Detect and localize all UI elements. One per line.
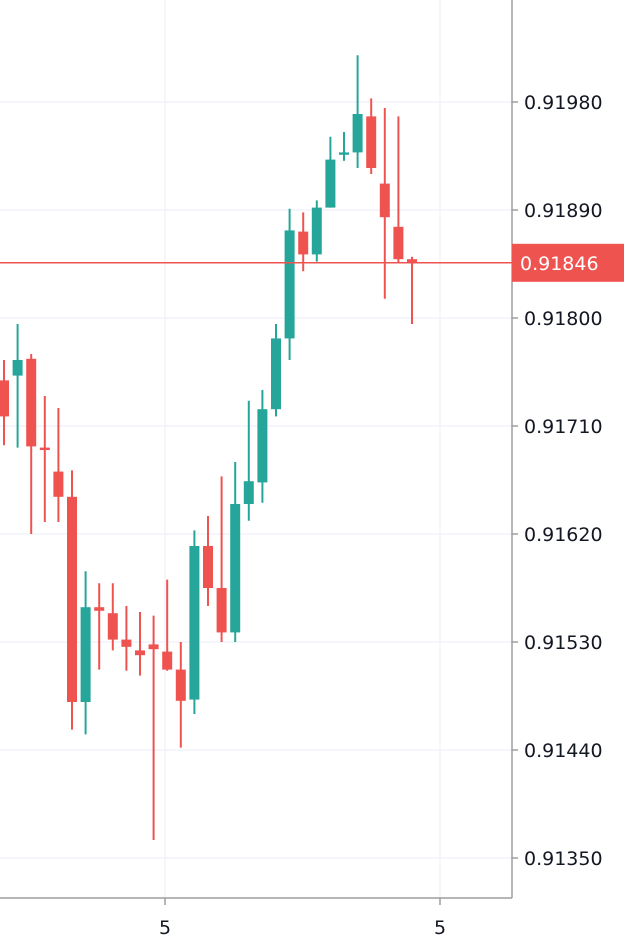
candle-down [107, 583, 118, 651]
candle-body [162, 651, 173, 670]
candle-down [175, 642, 186, 748]
candle-down [39, 396, 50, 522]
candle-body [121, 639, 132, 647]
tick-labels: 0.91980 0.91890 0.91800 0.91710 0.91620 0.915… [159, 92, 603, 939]
current-price-marker: 0.91846 [0, 243, 624, 282]
candle-up [325, 136, 336, 208]
candle-body [203, 546, 213, 588]
candle-down [0, 360, 9, 446]
current-price-tag [512, 243, 624, 282]
candle-down [393, 116, 404, 263]
candle-body [407, 259, 417, 263]
candle-body [80, 607, 91, 702]
candle-up [352, 55, 363, 168]
candle-body [311, 207, 322, 255]
candle-up [339, 132, 349, 161]
candle-down [379, 108, 390, 299]
candle-body [366, 116, 377, 168]
candle-down [148, 615, 159, 840]
candle-down [67, 470, 77, 730]
candles [0, 55, 417, 840]
candle-down [216, 476, 227, 642]
candle-down [366, 98, 377, 174]
candle-body [26, 358, 37, 447]
candle-up [284, 208, 295, 360]
candle-body [257, 409, 268, 483]
candle-up [257, 390, 268, 503]
candle-body [0, 380, 9, 417]
y-tick-label: 0.91530 [524, 632, 603, 654]
candle-up [189, 530, 200, 714]
candle-up [12, 324, 23, 448]
candle-up [311, 200, 322, 262]
candle-body [379, 183, 390, 218]
candle-up [271, 324, 281, 417]
candle-down [203, 516, 213, 606]
candle-down [162, 579, 173, 671]
candle-up [80, 571, 91, 735]
candle-body [243, 481, 254, 504]
candle-body [148, 644, 159, 650]
candle-body [135, 650, 145, 656]
candle-body [230, 504, 241, 633]
x-tick-label: 5 [159, 917, 171, 939]
candle-down [121, 606, 132, 671]
y-tick-label: 0.91440 [524, 740, 603, 762]
x-tick-label: 5 [434, 917, 446, 939]
candle-body [175, 669, 186, 701]
candle-up [230, 462, 241, 642]
candle-up [243, 400, 254, 521]
candle-body [216, 588, 227, 633]
candle-body [189, 546, 200, 700]
y-tick-label: 0.91890 [524, 200, 603, 222]
axes [0, 0, 518, 905]
candle-body [284, 230, 295, 339]
candle-down [135, 612, 145, 676]
y-tick-label: 0.91710 [524, 416, 603, 438]
y-tick-label: 0.91350 [524, 848, 603, 870]
candle-down [407, 256, 417, 324]
candle-body [325, 159, 336, 208]
candle-body [107, 613, 118, 640]
grid-lines [0, 0, 512, 898]
candle-body [339, 152, 349, 155]
y-tick-label: 0.91980 [524, 92, 603, 114]
candle-body [94, 607, 105, 611]
candle-body [352, 114, 363, 153]
candle-down [94, 583, 105, 670]
y-tick-label: 0.91620 [524, 524, 603, 546]
candle-down [53, 408, 64, 522]
candle-body [12, 360, 23, 376]
candle-body [39, 447, 50, 450]
candle-body [298, 231, 309, 255]
candle-body [67, 496, 77, 702]
candle-down [26, 354, 37, 534]
candle-body [393, 226, 404, 260]
candle-body [271, 338, 281, 410]
candle-body [53, 471, 64, 497]
y-tick-label: 0.91800 [524, 308, 603, 330]
current-price-label: 0.91846 [520, 253, 599, 275]
candle-down [298, 212, 309, 272]
